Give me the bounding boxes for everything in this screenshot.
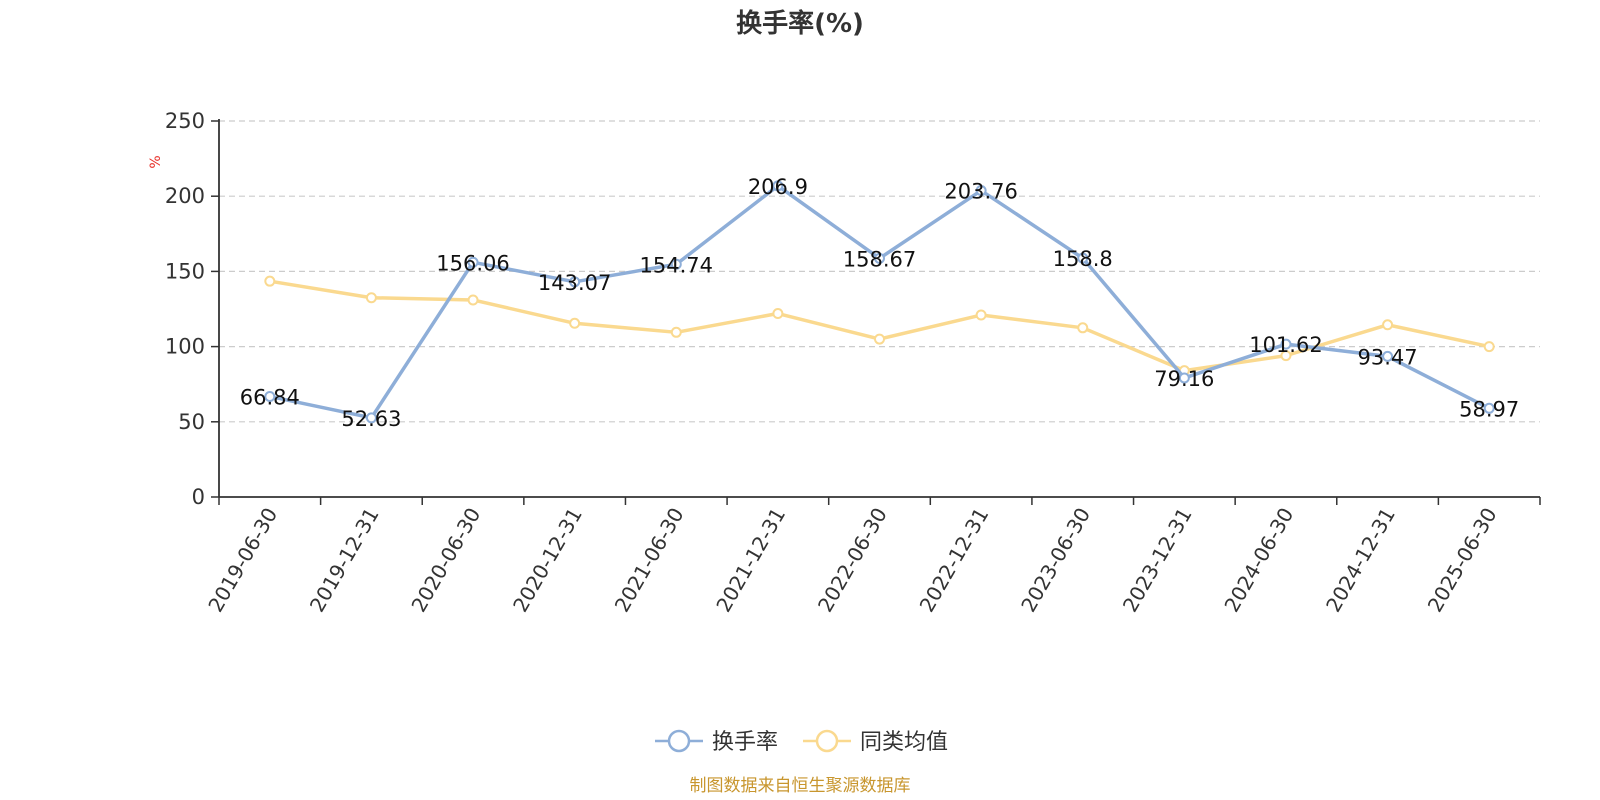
legend-item-1[interactable]: 同类均值 — [803, 729, 948, 755]
y-tick-label: 200 — [165, 184, 205, 208]
x-tick-label: 2022-12-31 — [915, 504, 994, 617]
y-axis-unit-label: % — [148, 155, 164, 168]
data-point[interactable] — [467, 294, 479, 306]
data-label: 79.16 — [1154, 367, 1214, 391]
y-tick-label: 100 — [165, 335, 205, 359]
x-tick-label: 2025-06-30 — [1423, 504, 1502, 617]
data-point[interactable] — [264, 275, 276, 287]
x-tick-label: 2020-06-30 — [406, 504, 485, 617]
data-label: 158.8 — [1053, 247, 1113, 271]
data-point[interactable] — [874, 333, 885, 345]
data-label: 158.67 — [843, 247, 916, 271]
data-label: 156.06 — [436, 251, 509, 275]
data-point[interactable] — [772, 180, 784, 192]
y-tick-label: 0 — [192, 485, 205, 509]
y-tick-label: 250 — [165, 109, 205, 133]
series-line-0 — [269, 184, 1490, 420]
legend-circle-icon — [815, 729, 839, 753]
x-tick-label: 2020-12-31 — [508, 504, 587, 617]
data-label: 52.63 — [341, 407, 401, 431]
data-point[interactable] — [569, 276, 581, 288]
data-point[interactable] — [467, 256, 479, 268]
data-label: 206.9 — [748, 175, 808, 199]
data-point[interactable] — [1077, 322, 1089, 334]
data-label: 58.97 — [1459, 397, 1519, 421]
data-point[interactable] — [569, 317, 581, 329]
x-tick-label: 2019-06-30 — [203, 504, 282, 617]
data-point[interactable] — [1483, 341, 1495, 353]
data-point[interactable] — [1382, 319, 1394, 331]
data-point[interactable] — [264, 390, 276, 402]
data-point[interactable] — [670, 258, 682, 270]
data-label: 203.76 — [944, 180, 1017, 204]
x-tick-label: 2024-06-30 — [1219, 504, 1298, 617]
data-point[interactable] — [365, 292, 377, 304]
legend-circle-icon — [667, 729, 691, 753]
data-point[interactable] — [975, 309, 987, 321]
data-label: 143.07 — [538, 271, 611, 295]
x-tick-label: 2021-12-31 — [711, 504, 790, 617]
y-tick-label: 150 — [165, 259, 205, 283]
legend[interactable]: 换手率 同类均值 — [655, 729, 948, 755]
x-tick-label: 2022-06-30 — [813, 504, 892, 617]
data-label: 93.47 — [1358, 345, 1418, 369]
data-labels: 66.84 52.63 156.06 143.07 154.74 206.9 158.67 2… — [240, 175, 1520, 431]
legend-label: 换手率 — [712, 730, 778, 755]
series-lines — [264, 180, 1495, 424]
data-point[interactable] — [975, 185, 987, 197]
data-point[interactable] — [874, 252, 885, 264]
data-point[interactable] — [1178, 372, 1190, 384]
legend-label: 同类均值 — [860, 730, 948, 755]
data-point[interactable] — [1077, 252, 1089, 264]
data-point[interactable] — [1483, 402, 1495, 414]
axes: 0 50 100 150 200 250 2019-06-30 2019-12-31 2020-… — [165, 109, 1541, 617]
x-tick-label: 2021-06-30 — [610, 504, 689, 617]
data-point[interactable] — [1280, 338, 1292, 350]
data-point[interactable] — [772, 308, 784, 320]
source-note: 制图数据来自恒生聚源数据库 — [690, 776, 911, 796]
chart-title: 换手率(%) — [736, 8, 864, 39]
x-tick-label: 2024-12-31 — [1321, 504, 1400, 617]
x-tick-label: 2023-12-31 — [1118, 504, 1197, 617]
y-tick-label: 50 — [178, 410, 205, 434]
x-tick-label: 2023-06-30 — [1016, 504, 1095, 617]
data-label: 66.84 — [240, 385, 300, 409]
data-point[interactable] — [1382, 350, 1394, 362]
x-tick-label: 2019-12-31 — [305, 504, 384, 617]
data-point[interactable] — [1280, 350, 1292, 362]
data-point[interactable] — [365, 412, 377, 424]
data-label: 154.74 — [640, 253, 713, 277]
data-point[interactable] — [670, 326, 682, 338]
legend-item-0[interactable]: 换手率 — [655, 729, 778, 755]
data-label: 101.62 — [1249, 333, 1322, 357]
grid-lines — [219, 120, 1540, 423]
